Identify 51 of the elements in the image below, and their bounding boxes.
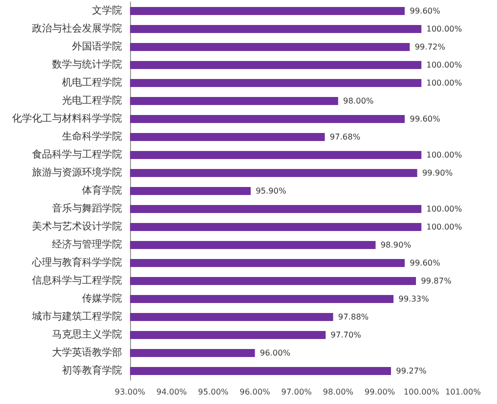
data-label: 100.00%: [426, 150, 462, 160]
data-label: 100.00%: [426, 204, 462, 214]
y-tick-label: 信息科学与工程学院: [32, 274, 122, 286]
y-tick-label: 大学英语教学部: [52, 346, 122, 358]
data-label: 99.33%: [398, 294, 430, 304]
y-tick-label: 经济与管理学院: [52, 238, 122, 250]
data-label: 100.00%: [426, 78, 462, 88]
y-tick-label: 美术与艺术设计学院: [32, 220, 122, 232]
data-label: 97.88%: [338, 312, 370, 322]
y-tick-label: 城市与建筑工程学院: [31, 310, 122, 322]
x-tick-label: 96.00%: [240, 388, 271, 396]
data-label: 96.00%: [260, 348, 291, 358]
x-tick-label: 94.00%: [156, 388, 188, 396]
y-tick-label: 初等教育学院: [62, 364, 122, 376]
y-tick-label: 光电工程学院: [62, 94, 122, 106]
data-label: 99.60%: [410, 114, 441, 124]
y-tick-label: 化学化工与材料科学学院: [12, 112, 122, 124]
x-tick-label: 97.00%: [281, 388, 312, 396]
y-tick-label: 音乐与舞蹈学院: [52, 202, 122, 214]
x-tick-label: 98.00%: [322, 388, 354, 396]
data-label: 95.90%: [256, 186, 287, 196]
data-label: 99.87%: [420, 276, 452, 286]
x-tick-label: 95.00%: [198, 388, 229, 396]
y-tick-label: 心理与教育科学学院: [31, 256, 122, 268]
x-tick-label: 99.00%: [364, 388, 396, 396]
data-label: 98.00%: [343, 96, 374, 106]
data-label: 99.90%: [422, 168, 454, 178]
y-tick-label: 马克思主义学院: [52, 328, 122, 340]
data-label: 97.70%: [330, 330, 362, 340]
data-label: 97.68%: [330, 132, 361, 142]
data-label: 98.90%: [380, 240, 412, 250]
data-label: 100.00%: [426, 60, 462, 70]
y-tick-label: 文学院: [92, 4, 122, 16]
data-label: 99.27%: [396, 366, 427, 376]
y-tick-label: 数学与统计学院: [52, 58, 122, 70]
y-tick-label: 体育学院: [82, 184, 122, 196]
y-tick-label: 生命科学学院: [62, 130, 122, 142]
y-tick-label: 食品科学与工程学院: [32, 148, 122, 160]
x-tick-label: 100.00%: [404, 388, 440, 396]
x-tick-label: 93.00%: [114, 388, 146, 396]
x-tick-label: 101.00%: [445, 388, 482, 396]
data-label: 99.72%: [414, 42, 446, 52]
y-tick-label: 政治与社会发展学院: [32, 22, 122, 34]
y-tick-label: 机电工程学院: [62, 76, 122, 88]
data-label: 100.00%: [426, 24, 462, 34]
data-label: 99.60%: [410, 258, 441, 268]
data-label: 100.00%: [426, 222, 462, 232]
data-label: 99.60%: [410, 6, 441, 16]
y-tick-label: 旅游与资源环境学院: [32, 166, 122, 178]
y-tick-label: 外国语学院: [72, 40, 122, 52]
y-tick-label: 传媒学院: [82, 292, 122, 304]
